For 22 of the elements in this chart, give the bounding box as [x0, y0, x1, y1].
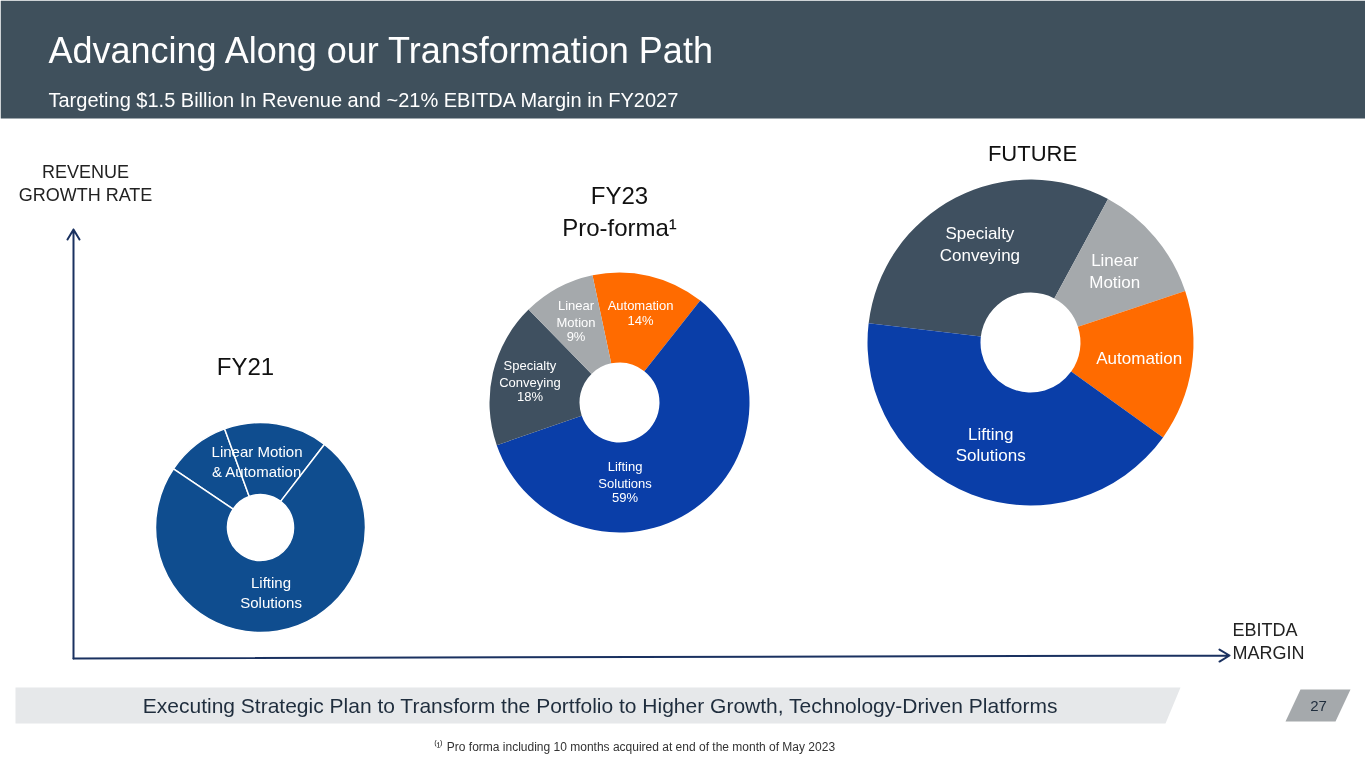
slice-label: Automation — [1096, 349, 1183, 369]
text: ⁽¹⁾ Pro forma including 10 months acquired at end of the month of May 2023 — [433, 739, 836, 754]
slice-label: Lifting Solutions — [240, 574, 302, 611]
chart-title: FY21 — [216, 353, 275, 380]
slice-label: Lifting Solutions — [598, 458, 653, 491]
text: REVENUE GROWTH RATE — [18, 162, 153, 205]
text: Targeting $1.5 Billion In Revenue and ~21% EBITDA Margin in FY2027 — [48, 88, 679, 111]
data-label: 9% — [566, 328, 586, 344]
text: Advancing Along our Transformation Path — [48, 30, 713, 71]
data-label: 14% — [627, 312, 654, 328]
data-label: 59% — [612, 489, 639, 505]
chart-title: FY23 Pro-forma¹ — [562, 182, 677, 241]
text: 27 — [1310, 696, 1327, 714]
slice-label: Specialty Conveying — [939, 224, 1021, 266]
text: Executing Strategic Plan to Transform the Portfolio to Higher Growth, Technology-Driven Platforms — [142, 694, 1058, 717]
slice-label: Linear Motion — [1089, 251, 1141, 293]
chart-title: FUTURE — [987, 141, 1078, 166]
slice-label: Linear Motion — [556, 297, 596, 331]
slice-label: Automation — [607, 297, 674, 313]
slice-label: Lifting Solutions — [955, 424, 1026, 466]
text: EBITDA MARGIN — [1232, 620, 1305, 663]
slice-label: Specialty Conveying — [499, 357, 561, 391]
